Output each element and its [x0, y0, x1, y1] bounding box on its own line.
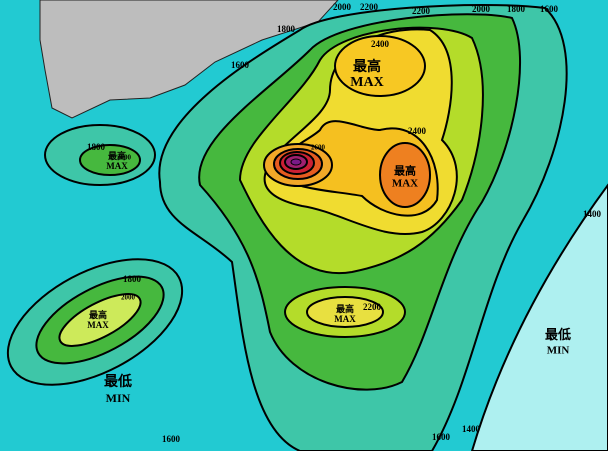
min-label-zh: 最低 — [104, 373, 132, 390]
contour-label: 1800 — [123, 274, 142, 284]
zone-peak — [290, 158, 302, 166]
max-label-zh: 最高 — [353, 58, 381, 75]
contour-label: 1400 — [583, 209, 602, 219]
max-label-zh: 最高 — [108, 150, 126, 161]
contour-label: 1800 — [277, 24, 296, 34]
contour-label: 2000 — [333, 2, 352, 12]
contour-label: 2000 — [472, 4, 491, 14]
min-label-en: MIN — [547, 345, 570, 357]
max-label-en: MAX — [106, 161, 128, 171]
contour-label: 1800 — [87, 142, 106, 152]
zone-2600 — [334, 35, 426, 97]
contour-label: 2200 — [363, 302, 382, 312]
min-label-zh: 最低 — [545, 327, 571, 342]
max-label-en: MAX — [350, 75, 383, 90]
min-label-en: MIN — [106, 391, 131, 405]
contour-label: 1600 — [540, 4, 559, 14]
max-label-zh: 最高 — [89, 309, 107, 320]
zone-2400 — [306, 296, 384, 328]
max-label-en: MAX — [87, 320, 109, 330]
max-label-zh: 最高 — [336, 303, 354, 314]
zone-2000 — [79, 144, 141, 176]
contour-label: 1800 — [507, 4, 526, 14]
contour-label: 2000 — [121, 294, 136, 302]
zone-max — [379, 142, 431, 208]
zone-2200 — [58, 293, 142, 347]
contour-label: 1400 — [462, 424, 481, 434]
max-label-en: MAX — [334, 314, 356, 324]
contour-label: 2200 — [360, 2, 379, 12]
contour-label: 1600 — [231, 60, 250, 70]
max-label-zh: 最高 — [394, 164, 416, 178]
labels: 2000 2200 2200 2000 1800 1600 1800 1600 2400 2400… — [87, 2, 602, 444]
contour-label: 1600 — [432, 432, 451, 442]
max-label-en: MAX — [392, 178, 418, 190]
contour-label: 2400 — [371, 39, 390, 49]
contour-label: 2600 — [311, 144, 326, 152]
contour-label: 1600 — [162, 434, 181, 444]
contour-label: 2400 — [408, 126, 427, 136]
contour-label: 2200 — [412, 6, 431, 16]
zone-1400 — [470, 183, 608, 451]
contour-label: 2000 — [117, 154, 132, 162]
